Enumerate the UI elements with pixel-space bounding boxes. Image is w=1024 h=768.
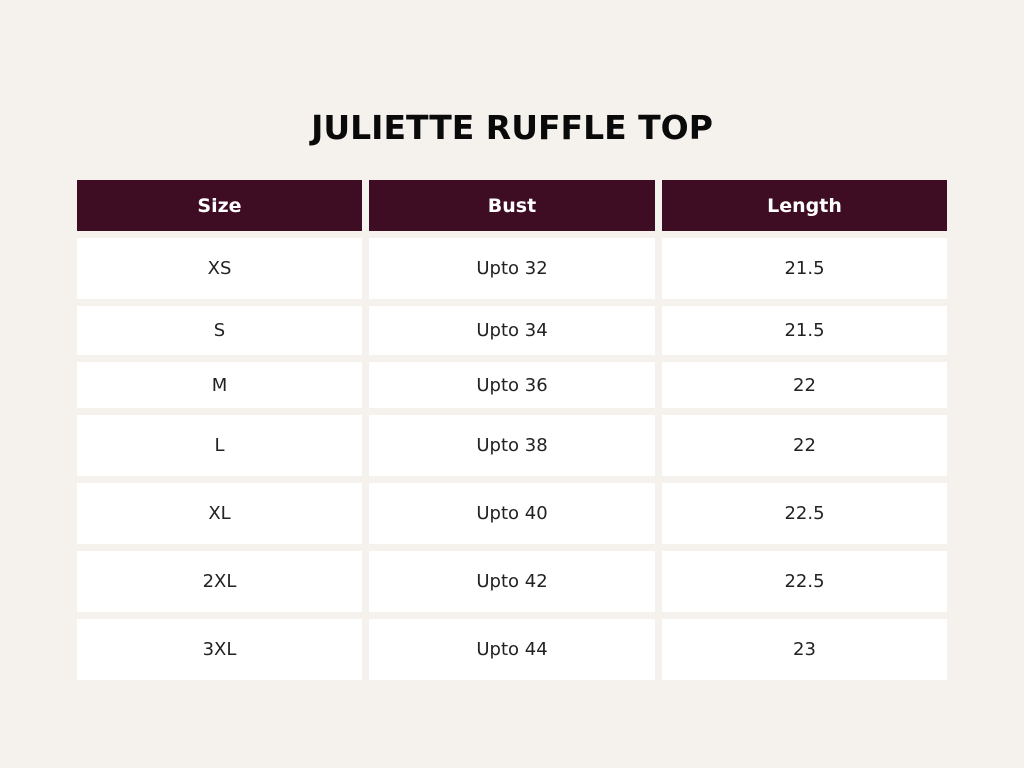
header-bust: Bust	[369, 180, 655, 231]
cell-bust: Upto 44	[369, 619, 655, 680]
cell-length: 22	[662, 415, 947, 476]
header-size: Size	[77, 180, 362, 231]
cell-length: 22.5	[662, 551, 947, 612]
cell-size: XS	[77, 238, 362, 299]
cell-bust: Upto 42	[369, 551, 655, 612]
cell-bust: Upto 32	[369, 238, 655, 299]
cell-length: 22	[662, 362, 947, 408]
cell-size: S	[77, 306, 362, 355]
cell-bust: Upto 34	[369, 306, 655, 355]
cell-size: XL	[77, 483, 362, 544]
cell-bust: Upto 40	[369, 483, 655, 544]
cell-size: L	[77, 415, 362, 476]
header-length: Length	[662, 180, 947, 231]
cell-length: 23	[662, 619, 947, 680]
cell-bust: Upto 38	[369, 415, 655, 476]
cell-length: 22.5	[662, 483, 947, 544]
page-title: JULIETTE RUFFLE TOP	[311, 108, 713, 147]
cell-bust: Upto 36	[369, 362, 655, 408]
cell-size: 3XL	[77, 619, 362, 680]
cell-length: 21.5	[662, 238, 947, 299]
cell-size: 2XL	[77, 551, 362, 612]
cell-length: 21.5	[662, 306, 947, 355]
cell-size: M	[77, 362, 362, 408]
